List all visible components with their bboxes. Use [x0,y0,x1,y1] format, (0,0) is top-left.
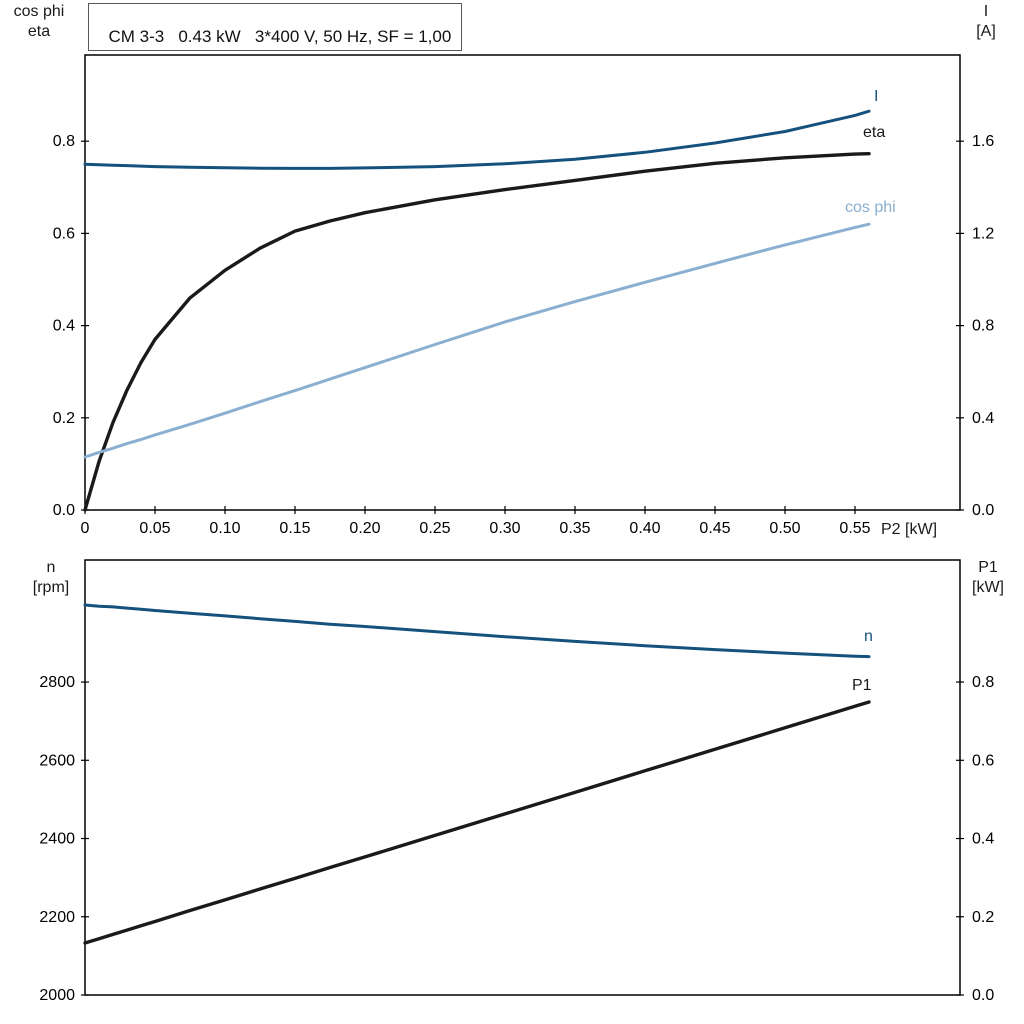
chart-title: CM 3-3 0.43 kW 3*400 V, 50 Hz, SF = 1,00 [108,27,452,46]
svg-text:0.6: 0.6 [972,752,994,769]
svg-text:0.0: 0.0 [972,502,994,519]
curve-label-eta: eta [863,124,886,141]
svg-text:2400: 2400 [39,831,75,848]
curve-label-p1: P1 [852,677,872,694]
svg-text:0.35: 0.35 [559,520,590,537]
svg-text:0: 0 [81,520,90,537]
svg-text:0.2: 0.2 [53,410,75,427]
chart-title-box: CM 3-3 0.43 kW 3*400 V, 50 Hz, SF = 1,00 [88,3,463,51]
curve-label-cosphi: cos phi [845,199,896,216]
svg-text:0.0: 0.0 [972,987,994,1004]
svg-text:1.6: 1.6 [972,133,994,150]
curve-label-n: n [864,628,873,645]
svg-text:0.0: 0.0 [53,502,75,519]
svg-text:0.8: 0.8 [972,674,994,691]
svg-text:0.15: 0.15 [279,520,310,537]
axis-title-p2: P2 [kW] [881,521,938,538]
axis-title-current: I [A] [976,3,996,40]
svg-text:0.4: 0.4 [972,410,994,427]
svg-text:0.2: 0.2 [972,909,994,926]
svg-text:2200: 2200 [39,909,75,926]
svg-text:0.40: 0.40 [629,520,660,537]
svg-text:2600: 2600 [39,752,75,769]
svg-text:0.6: 0.6 [53,225,75,242]
axis-title-rpm: n [rpm] [32,559,70,596]
svg-text:0.20: 0.20 [349,520,380,537]
svg-text:0.45: 0.45 [699,520,730,537]
svg-text:0.4: 0.4 [972,831,994,848]
svg-text:0.05: 0.05 [139,520,170,537]
svg-text:0.30: 0.30 [489,520,520,537]
svg-text:0.50: 0.50 [769,520,800,537]
svg-text:0.55: 0.55 [839,520,870,537]
axis-title-cosphi-eta: cos phi eta [13,3,65,40]
svg-text:2800: 2800 [39,674,75,691]
axis-title-p1kw: P1 [kW] [972,559,1004,596]
svg-text:1.2: 1.2 [972,225,994,242]
svg-text:2000: 2000 [39,987,75,1004]
svg-text:0.8: 0.8 [972,318,994,335]
svg-text:0.4: 0.4 [53,318,75,335]
svg-text:0.25: 0.25 [419,520,450,537]
svg-text:0.8: 0.8 [53,133,75,150]
svg-text:0.10: 0.10 [209,520,240,537]
curve-label-i: I [874,88,879,105]
